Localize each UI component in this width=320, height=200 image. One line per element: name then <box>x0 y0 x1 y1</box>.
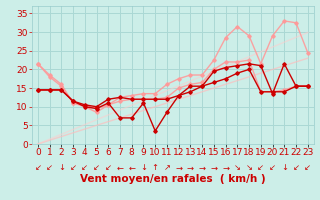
Text: ↓: ↓ <box>281 163 288 172</box>
Text: ↙: ↙ <box>304 163 311 172</box>
Text: ↗: ↗ <box>164 163 171 172</box>
Text: ↓: ↓ <box>58 163 65 172</box>
Text: →: → <box>210 163 217 172</box>
Text: ↙: ↙ <box>34 163 41 172</box>
Text: →: → <box>222 163 229 172</box>
Text: ↙: ↙ <box>292 163 300 172</box>
Text: ←: ← <box>128 163 135 172</box>
Text: ↙: ↙ <box>105 163 112 172</box>
Text: →: → <box>187 163 194 172</box>
Text: ↘: ↘ <box>234 163 241 172</box>
Text: ↘: ↘ <box>245 163 252 172</box>
Text: ↙: ↙ <box>93 163 100 172</box>
Text: ↙: ↙ <box>69 163 76 172</box>
Text: ↓: ↓ <box>140 163 147 172</box>
Text: ↑: ↑ <box>152 163 159 172</box>
Text: ←: ← <box>116 163 124 172</box>
Text: ↙: ↙ <box>46 163 53 172</box>
Text: →: → <box>199 163 206 172</box>
Text: →: → <box>175 163 182 172</box>
Text: ↙: ↙ <box>269 163 276 172</box>
Text: ↙: ↙ <box>257 163 264 172</box>
Text: ↙: ↙ <box>81 163 88 172</box>
X-axis label: Vent moyen/en rafales  ( km/h ): Vent moyen/en rafales ( km/h ) <box>80 174 266 184</box>
